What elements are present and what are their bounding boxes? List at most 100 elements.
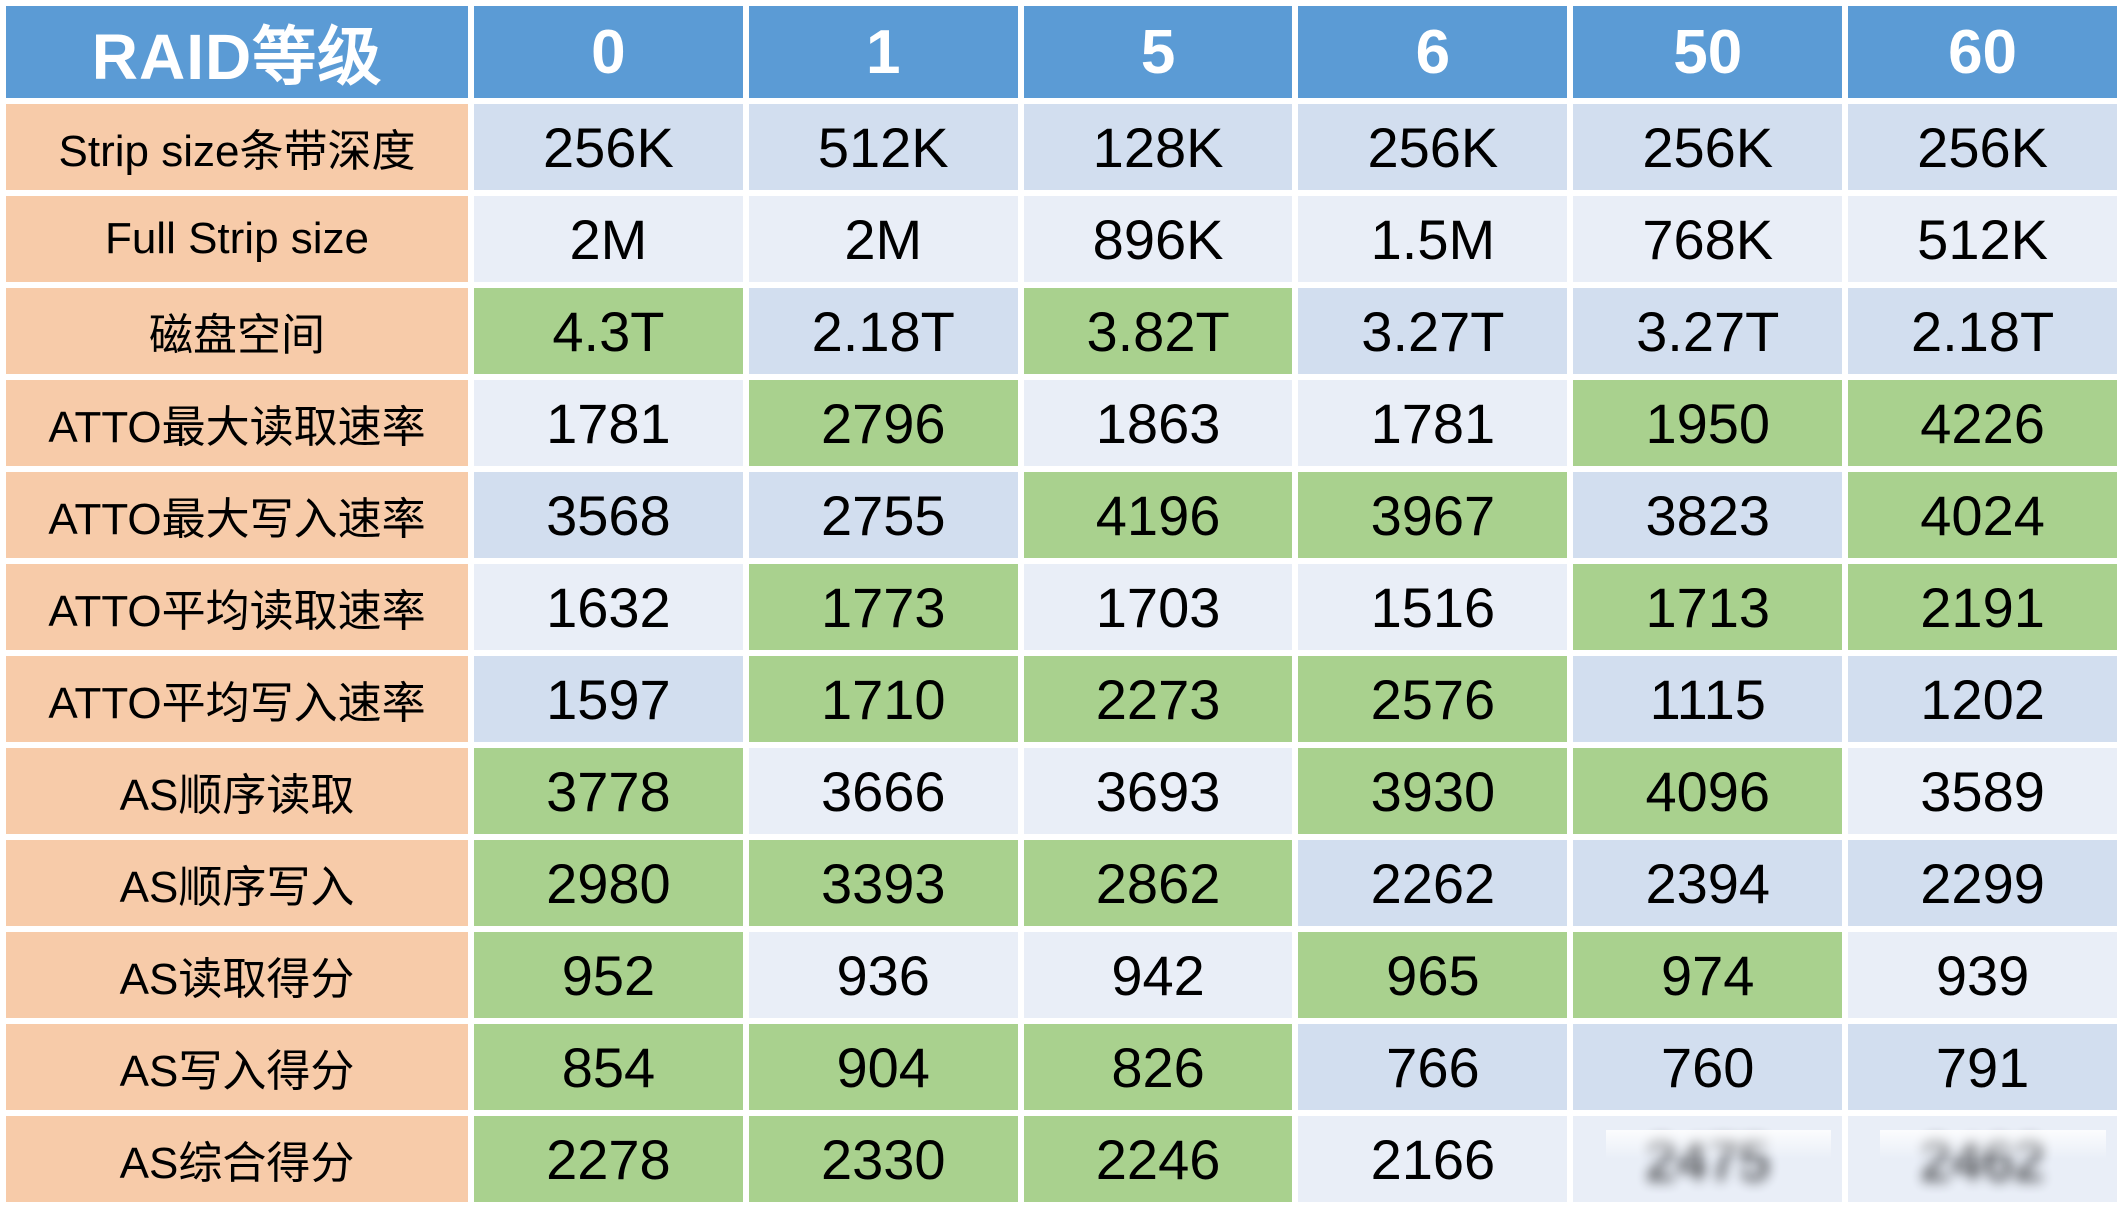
metric-row-label: ATTO最大读取速率: [6, 380, 468, 466]
metric-value-cell: 2980: [474, 840, 743, 926]
metric-value-cell: 1710: [748, 656, 1018, 742]
metric-value-cell: 1950: [1573, 380, 1843, 466]
metric-value-cell: 2475: [1573, 1116, 1843, 1202]
header-row: RAID等级 0 1 5 6 50 60: [6, 6, 2117, 98]
raid-column-header: 50: [1573, 6, 1843, 98]
metric-value-cell: 2462: [1848, 1116, 2117, 1202]
metric-value-cell: 2796: [748, 380, 1018, 466]
table-row: 磁盘空间 4.3T 2.18T 3.82T 3.27T 3.27T 2.18T: [6, 288, 2117, 374]
metric-value-cell: 936: [748, 932, 1018, 1018]
metric-value-cell: 4.3T: [474, 288, 743, 374]
raid-column-header: 60: [1848, 6, 2117, 98]
metric-value-cell: 2576: [1298, 656, 1568, 742]
metric-value-cell: 952: [474, 932, 743, 1018]
metric-value-cell: 4196: [1023, 472, 1293, 558]
metric-value-cell: 939: [1848, 932, 2117, 1018]
metric-row-label: 磁盘空间: [6, 288, 468, 374]
metric-value-cell: 2394: [1573, 840, 1843, 926]
metric-value-cell: 1781: [1298, 380, 1568, 466]
raid-column-header: 6: [1298, 6, 1568, 98]
metric-value-cell: 896K: [1023, 196, 1293, 282]
metric-row-label: Full Strip size: [6, 196, 468, 282]
metric-row-label: ATTO平均写入速率: [6, 656, 468, 742]
metric-value-cell: 904: [748, 1024, 1018, 1110]
metric-value-cell: 3589: [1848, 748, 2117, 834]
smudged-value: 2475: [1645, 1125, 1771, 1193]
metric-row-label: AS综合得分: [6, 1116, 468, 1202]
metric-value-cell: 2191: [1848, 564, 2117, 650]
metric-value-cell: 3393: [748, 840, 1018, 926]
metric-value-cell: 256K: [1573, 104, 1843, 190]
raid-column-header: 5: [1023, 6, 1293, 98]
metric-value-cell: 4096: [1573, 748, 1843, 834]
metric-value-cell: 128K: [1023, 104, 1293, 190]
metric-value-cell: 3778: [474, 748, 743, 834]
metric-value-cell: 965: [1298, 932, 1568, 1018]
metric-value-cell: 768K: [1573, 196, 1843, 282]
table-row: AS写入得分 854 904 826 766 760 791: [6, 1024, 2117, 1110]
metric-value-cell: 760: [1573, 1024, 1843, 1110]
metric-row-label: AS顺序写入: [6, 840, 468, 926]
metric-row-label: AS写入得分: [6, 1024, 468, 1110]
metric-value-cell: 3.27T: [1573, 288, 1843, 374]
table-row: Full Strip size 2M 2M 896K 1.5M 768K 512…: [6, 196, 2117, 282]
metric-value-cell: 4226: [1848, 380, 2117, 466]
metric-value-cell: 1781: [474, 380, 743, 466]
metric-value-cell: 942: [1023, 932, 1293, 1018]
metric-row-label: Strip size条带深度: [6, 104, 468, 190]
metric-value-cell: 3693: [1023, 748, 1293, 834]
metric-value-cell: 1.5M: [1298, 196, 1568, 282]
metric-row-label: ATTO最大写入速率: [6, 472, 468, 558]
metric-value-cell: 2166: [1298, 1116, 1568, 1202]
metric-value-cell: 2330: [748, 1116, 1018, 1202]
metric-value-cell: 2273: [1023, 656, 1293, 742]
metric-value-cell: 3666: [748, 748, 1018, 834]
metric-row-label: ATTO平均读取速率: [6, 564, 468, 650]
table-row: AS顺序写入 2980 3393 2862 2262 2394 2299: [6, 840, 2117, 926]
metric-value-cell: 3.82T: [1023, 288, 1293, 374]
metric-value-cell: 1115: [1573, 656, 1843, 742]
metric-value-cell: 4024: [1848, 472, 2117, 558]
metric-value-cell: 1863: [1023, 380, 1293, 466]
metric-value-cell: 826: [1023, 1024, 1293, 1110]
table-row: AS读取得分 952 936 942 965 974 939: [6, 932, 2117, 1018]
metric-value-cell: 2862: [1023, 840, 1293, 926]
metric-value-cell: 3568: [474, 472, 743, 558]
metric-value-cell: 2M: [748, 196, 1018, 282]
table-row: ATTO最大读取速率 1781 2796 1863 1781 1950 4226: [6, 380, 2117, 466]
metric-value-cell: 791: [1848, 1024, 2117, 1110]
metric-value-cell: 3967: [1298, 472, 1568, 558]
metric-value-cell: 1703: [1023, 564, 1293, 650]
metric-row-label: AS顺序读取: [6, 748, 468, 834]
metric-value-cell: 974: [1573, 932, 1843, 1018]
table-row: ATTO平均写入速率 1597 1710 2273 2576 1115 1202: [6, 656, 2117, 742]
metric-value-cell: 1597: [474, 656, 743, 742]
table-row: ATTO平均读取速率 1632 1773 1703 1516 1713 2191: [6, 564, 2117, 650]
metric-value-cell: 1713: [1573, 564, 1843, 650]
metric-value-cell: 512K: [1848, 196, 2117, 282]
raid-level-header: RAID等级: [6, 6, 468, 98]
metric-value-cell: 3.27T: [1298, 288, 1568, 374]
metric-value-cell: 256K: [1848, 104, 2117, 190]
table-row: AS综合得分 2278 2330 2246 2166 2475 2462: [6, 1116, 2117, 1202]
metric-value-cell: 2278: [474, 1116, 743, 1202]
smudged-value: 2462: [1920, 1125, 2045, 1193]
metric-value-cell: 256K: [1298, 104, 1568, 190]
table-row: AS顺序读取 3778 3666 3693 3930 4096 3589: [6, 748, 2117, 834]
table-row: ATTO最大写入速率 3568 2755 4196 3967 3823 4024: [6, 472, 2117, 558]
metric-value-cell: 1202: [1848, 656, 2117, 742]
metric-value-cell: 1632: [474, 564, 743, 650]
metric-value-cell: 1516: [1298, 564, 1568, 650]
metric-value-cell: 2.18T: [748, 288, 1018, 374]
metric-value-cell: 1773: [748, 564, 1018, 650]
metric-row-label: AS读取得分: [6, 932, 468, 1018]
metric-value-cell: 2755: [748, 472, 1018, 558]
raid-column-header: 0: [474, 6, 743, 98]
metric-value-cell: 2246: [1023, 1116, 1293, 1202]
metric-value-cell: 766: [1298, 1024, 1568, 1110]
table-row: Strip size条带深度 256K 512K 128K 256K 256K …: [6, 104, 2117, 190]
metric-value-cell: 3930: [1298, 748, 1568, 834]
metric-value-cell: 854: [474, 1024, 743, 1110]
metric-value-cell: 2.18T: [1848, 288, 2117, 374]
